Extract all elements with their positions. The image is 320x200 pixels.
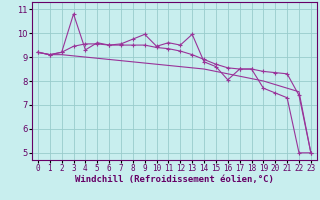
X-axis label: Windchill (Refroidissement éolien,°C): Windchill (Refroidissement éolien,°C) [75, 175, 274, 184]
